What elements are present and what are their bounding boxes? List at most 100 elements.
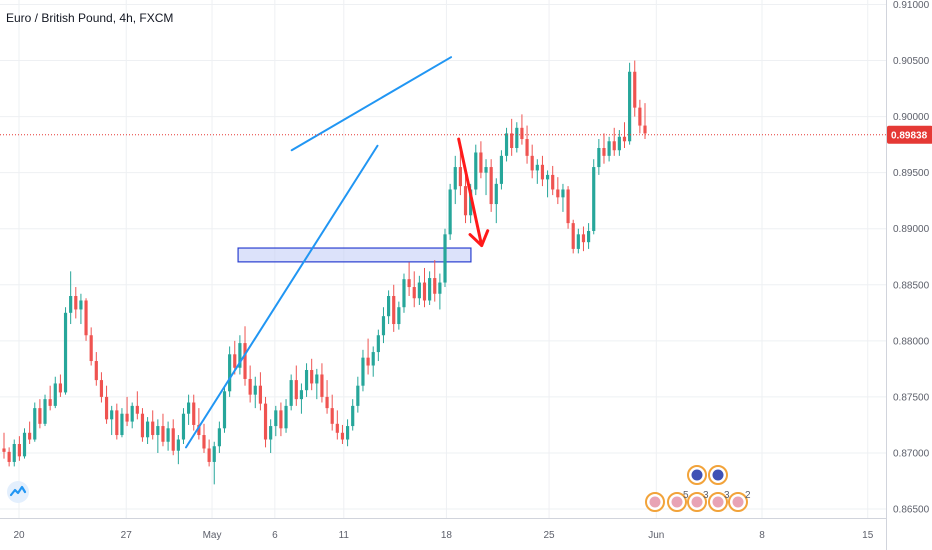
candle [58,374,62,397]
candle [499,150,504,190]
candle [361,349,365,392]
candle [69,271,73,325]
candle-body [166,428,170,442]
candle [612,127,616,156]
economic-event-icon[interactable] [728,492,748,512]
candle [99,372,104,403]
candle [381,307,386,344]
candle [484,159,488,196]
candle [320,363,324,403]
tradingview-logo-icon[interactable] [7,481,29,503]
candle [325,380,329,414]
candle-body [145,421,150,438]
candle-body [520,127,524,140]
candle-body [602,148,606,156]
economic-event-icon[interactable] [708,465,728,485]
candle-body [130,405,134,422]
candle-body [151,421,155,436]
candle-body [74,296,78,310]
event-count-label: 3 [703,490,709,501]
y-tick-label: 0.87000 [893,448,930,459]
candle-body [422,282,427,301]
candle-body [12,444,16,462]
candle-body [628,71,632,142]
x-tick-label: 15 [862,530,874,541]
candle-body [638,107,642,126]
candle [510,118,514,156]
x-tick-label: 6 [272,530,278,541]
candle [545,170,550,198]
economic-event-icon[interactable] [667,492,687,512]
candle-body [181,413,186,440]
candle [228,346,232,397]
candle [443,228,447,288]
candle-body [171,428,175,451]
candle [628,62,632,145]
candle [540,155,545,187]
candle-body [540,164,545,180]
economic-event-icon[interactable] [687,465,707,485]
y-tick-label: 0.88000 [893,336,930,347]
candle [571,219,575,254]
candle-body [279,410,283,429]
candle [407,262,411,296]
candle [202,423,206,453]
economic-event-icon[interactable] [708,492,728,512]
candle-body [294,380,298,400]
candle [561,183,565,212]
candle [494,178,498,224]
candle [2,432,6,459]
candle [166,421,170,451]
candle-body [556,189,560,198]
candle [33,402,37,442]
candle [356,376,360,413]
candle [428,271,432,305]
candle [387,290,391,325]
candle [376,329,380,362]
forecast-arrow-shaft[interactable] [457,137,484,248]
candle-body [243,343,247,379]
support-zone-box[interactable] [237,247,472,263]
candle-body [622,136,627,142]
candle-body [22,432,27,457]
candle [597,139,601,175]
candle-body [135,405,139,414]
candle [7,447,11,467]
candle [592,159,596,235]
candle [120,408,124,438]
candle-body [217,428,221,447]
economic-event-icon[interactable] [645,492,665,512]
support-trendline[interactable] [184,144,379,449]
candle-body [197,424,201,436]
economic-event-icon[interactable] [687,492,707,512]
candle [110,405,114,436]
current-price-badge [887,125,932,144]
candle-body [438,282,442,294]
candle [366,338,370,375]
x-tick-label: May [203,530,222,541]
candle-body [110,410,114,420]
candle [74,287,78,319]
candle [248,365,252,403]
annotations: 0.89838 [0,56,932,449]
candle-body [504,133,509,156]
candle-body [566,189,570,224]
candle-body [428,278,432,301]
candle [556,177,560,205]
y-tick-label: 0.90500 [893,56,930,67]
candle-body [576,234,580,249]
resistance-trendline[interactable] [290,56,453,152]
candle [207,439,211,467]
candle-body [489,167,493,205]
candle-body [407,279,411,288]
y-tick-label: 0.89500 [893,168,930,179]
candle [289,374,293,411]
candle-body [17,444,21,457]
x-tick-label: 8 [759,530,765,541]
candle-body [345,426,350,440]
candle [253,376,257,409]
candle [161,413,165,447]
candle-body [581,234,586,243]
